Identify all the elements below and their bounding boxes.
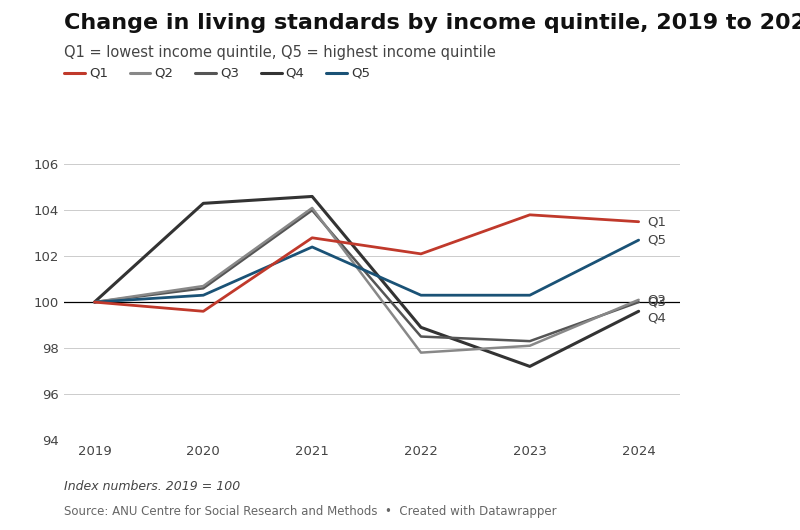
Text: Q4: Q4: [286, 67, 305, 80]
Text: Q5: Q5: [351, 67, 370, 80]
Text: Source: ANU Centre for Social Research and Methods  •  Created with Datawrapper: Source: ANU Centre for Social Research a…: [64, 505, 557, 518]
Text: Q1: Q1: [89, 67, 108, 80]
Text: Index numbers. 2019 = 100: Index numbers. 2019 = 100: [64, 480, 240, 493]
Text: Q2: Q2: [647, 293, 666, 306]
Text: Q1: Q1: [647, 215, 666, 228]
Text: Q4: Q4: [647, 312, 666, 325]
Text: Q3: Q3: [220, 67, 239, 80]
Text: Q5: Q5: [647, 234, 666, 246]
Text: Q1 = lowest income quintile, Q5 = highest income quintile: Q1 = lowest income quintile, Q5 = highes…: [64, 45, 496, 60]
Text: Change in living standards by income quintile, 2019 to 2024: Change in living standards by income qui…: [64, 13, 800, 33]
Text: Q3: Q3: [647, 296, 666, 308]
Text: Q2: Q2: [154, 67, 174, 80]
